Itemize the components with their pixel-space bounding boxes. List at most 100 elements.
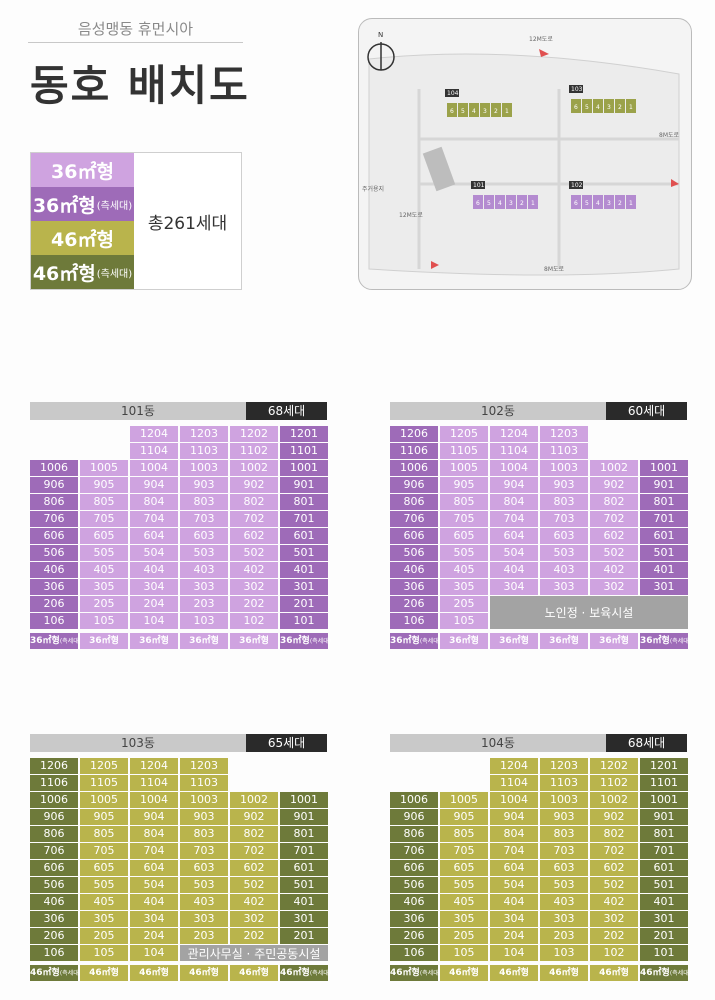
unit-cell: 1002	[590, 460, 638, 476]
unit-cell: 202	[230, 596, 278, 612]
map-unit	[604, 99, 614, 113]
unit-cell: 504	[130, 877, 178, 893]
unit-cell: 903	[540, 809, 588, 825]
map-unit-label: 1	[629, 104, 633, 111]
unit-type-row: 36㎡형(측세대) 36㎡형 36㎡형 36㎡형 36㎡형 36㎡형(측세대)	[30, 633, 331, 649]
unit-cell: 501	[280, 877, 328, 893]
unit-cell: 803	[540, 826, 588, 842]
unit-cell: 604	[490, 528, 538, 544]
unit-cell: 705	[80, 511, 128, 527]
unit-cell: 401	[280, 562, 328, 578]
facility-area: 관리사무실 · 주민공동시설	[180, 945, 328, 961]
unit-cell: 605	[80, 860, 128, 876]
unit-type-label: 36㎡형	[590, 633, 638, 649]
unit-cell: 105	[440, 613, 488, 629]
unit-cell: 106	[390, 613, 438, 629]
unit-cell: 1002	[230, 460, 278, 476]
building-header: 104동 68세대	[390, 734, 687, 752]
site-plan-map: N 12M도로 8M도로 12M도로 8M도로 주거용지 104 6 5 4 3 2 1 10…	[358, 18, 692, 290]
unit-cell: 802	[590, 494, 638, 510]
legend-item: 36㎡형 (측세대)	[31, 187, 134, 221]
unit-cell: 1005	[80, 792, 128, 808]
unit-cell: 1206	[390, 426, 438, 442]
map-unit-label: 1	[629, 200, 633, 207]
unit-cell: 1006	[390, 792, 438, 808]
unit-cell: 704	[490, 843, 538, 859]
unit-cell: 706	[30, 843, 78, 859]
unit-cell: 104	[490, 945, 538, 961]
unit-cell: 706	[390, 511, 438, 527]
map-building-label: 104	[447, 90, 459, 97]
unit-cell: 304	[490, 579, 538, 595]
unit-cell: 306	[30, 579, 78, 595]
compass-label: N	[378, 31, 383, 39]
unit-cell: 105	[80, 945, 128, 961]
road-label: 12M도로	[399, 212, 423, 219]
unit-cell: 603	[180, 528, 228, 544]
unit-cell: 903	[180, 809, 228, 825]
map-unit	[484, 195, 494, 209]
unit-cell: 1105	[80, 775, 128, 791]
unit-type-row: 36㎡형(측세대) 36㎡형 36㎡형 36㎡형 36㎡형 36㎡형(측세대)	[390, 633, 691, 649]
unit-cell: 702	[590, 511, 638, 527]
total-households: 총261세대	[147, 213, 228, 234]
map-unit-label: 5	[585, 200, 589, 207]
unit-cell: 404	[130, 562, 178, 578]
unit-cell: 405	[80, 562, 128, 578]
unit-cell: 406	[390, 894, 438, 910]
unit-type-label: 36㎡형(측세대)	[30, 633, 81, 649]
map-building-label: 101	[473, 182, 485, 189]
unit-cell: 1003	[180, 460, 228, 476]
unit-cell: 206	[390, 928, 438, 944]
unit-cell: 706	[390, 843, 438, 859]
neighbor-label: 주거용지	[362, 185, 384, 193]
unit-cell: 904	[490, 809, 538, 825]
unit-cell: 301	[640, 911, 688, 927]
unit-cell: 601	[640, 528, 688, 544]
unit-cell: 702	[230, 843, 278, 859]
unit-type-label: 36㎡형	[490, 633, 538, 649]
unit-cell: 503	[540, 545, 588, 561]
unit-cell: 602	[230, 528, 278, 544]
unit-cell: 303	[180, 911, 228, 927]
map-unit-label: 2	[520, 200, 524, 207]
unit-cell: 703	[180, 511, 228, 527]
unit-cell: 505	[440, 877, 488, 893]
unit-cell: 205	[440, 928, 488, 944]
unit-cell: 101	[280, 613, 328, 629]
unit-cell: 1104	[490, 443, 538, 459]
unit-cell: 603	[540, 860, 588, 876]
unit-cell: 605	[440, 860, 488, 876]
unit-cell: 1004	[490, 792, 538, 808]
map-unit	[517, 195, 527, 209]
unit-cell: 901	[640, 477, 688, 493]
unit-cell: 902	[230, 477, 278, 493]
unit-cell: 1103	[180, 443, 228, 459]
unit-cell: 905	[440, 477, 488, 493]
unit-cell: 906	[390, 809, 438, 825]
unit-cell: 306	[30, 911, 78, 927]
unit-cell: 1102	[230, 443, 278, 459]
unit-cell: 206	[390, 596, 438, 612]
unit-type-label: 36㎡형	[230, 633, 278, 649]
unit-cell: 1004	[490, 460, 538, 476]
unit-cell: 205	[80, 928, 128, 944]
map-unit	[593, 195, 603, 209]
map-unit-label: 5	[487, 200, 491, 207]
unit-cell: 505	[80, 877, 128, 893]
map-unit	[528, 195, 538, 209]
map-unit	[615, 99, 625, 113]
map-unit	[447, 103, 457, 117]
unit-cell: 802	[230, 826, 278, 842]
household-count: 68세대	[606, 734, 687, 752]
map-unit-label: 1	[531, 200, 535, 207]
unit-cell: 1005	[440, 460, 488, 476]
unit-cell: 303	[540, 911, 588, 927]
unit-type-label: 46㎡형	[540, 965, 588, 981]
map-unit	[582, 99, 592, 113]
unit-cell: 1204	[490, 426, 538, 442]
unit-cell: 203	[180, 596, 228, 612]
unit-cell: 704	[130, 843, 178, 859]
map-unit	[480, 103, 490, 117]
unit-cell: 401	[640, 894, 688, 910]
